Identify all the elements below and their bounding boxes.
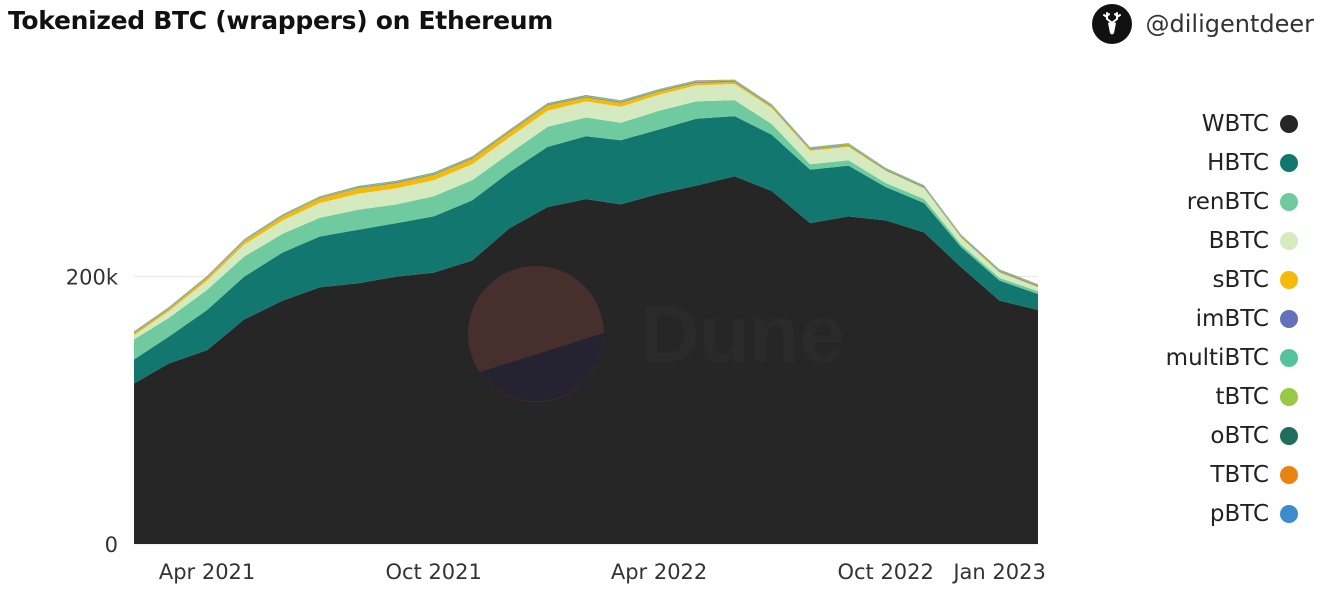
legend-swatch	[1280, 153, 1298, 172]
legend-label: imBTC	[1195, 306, 1269, 333]
chart-title: Tokenized BTC (wrappers) on Ethereum	[8, 6, 554, 35]
watermark-logo-slice	[480, 333, 605, 402]
legend-item-sbtc[interactable]: sBTC	[1166, 260, 1298, 299]
legend-swatch	[1280, 192, 1298, 211]
legend-swatch	[1280, 505, 1298, 524]
legend-label: tBTC	[1215, 384, 1269, 411]
area-hbtc[interactable]	[134, 116, 1038, 384]
y-tick-label: 200k	[66, 266, 119, 290]
legend-item-imbtc[interactable]: imBTC	[1166, 299, 1298, 338]
legend-label: WBTC	[1201, 110, 1269, 137]
x-tick-label: Apr 2021	[159, 560, 255, 584]
legend-swatch	[1280, 388, 1298, 407]
legend-label: sBTC	[1212, 266, 1269, 293]
legend-item-obtc[interactable]: oBTC	[1166, 417, 1298, 456]
author-block[interactable]: @diligentdeer	[1091, 4, 1315, 44]
legend-label: BBTC	[1208, 227, 1269, 254]
x-tick-label: Apr 2022	[611, 560, 707, 584]
legend-swatch	[1280, 310, 1298, 329]
area-renbtc[interactable]	[134, 100, 1038, 360]
watermark-text: Dune	[640, 289, 845, 380]
legend-label: oBTC	[1210, 423, 1269, 450]
x-tick-label: Jan 2023	[951, 560, 1046, 584]
legend-item-tbtc[interactable]: TBTC	[1166, 456, 1298, 495]
legend-swatch	[1280, 427, 1298, 446]
legend-label: pBTC	[1209, 501, 1269, 528]
legend-label: HBTC	[1207, 149, 1269, 176]
y-axis-ticks: 0 200k	[66, 266, 119, 557]
dune-watermark: Dune	[468, 266, 845, 402]
x-tick-label: Oct 2021	[385, 560, 481, 584]
legend-item-tbtc[interactable]: tBTC	[1166, 378, 1298, 417]
legend-item-wbtc[interactable]: WBTC	[1166, 104, 1298, 143]
legend-label: TBTC	[1210, 462, 1269, 489]
legend-item-pbtc[interactable]: pBTC	[1166, 495, 1298, 534]
deer-icon	[1091, 4, 1132, 44]
legend-swatch	[1280, 349, 1298, 368]
legend-label: renBTC	[1186, 188, 1269, 215]
legend-swatch	[1280, 114, 1298, 133]
legend-label: multiBTC	[1165, 345, 1269, 372]
legend-swatch	[1280, 466, 1298, 485]
legend-item-multibtc[interactable]: multiBTC	[1166, 339, 1298, 378]
legend: WBTC HBTC renBTC BBTC sBTC imBTC multiBTC tBTC o…	[1166, 104, 1298, 534]
y-tick-label: 0	[105, 533, 118, 557]
x-axis-ticks: Apr 2021 Oct 2021 Apr 2022 Oct 2022 Jan 2023	[159, 560, 1046, 584]
legend-item-bbtc[interactable]: BBTC	[1166, 221, 1298, 260]
legend-item-renbtc[interactable]: renBTC	[1166, 182, 1298, 221]
legend-item-hbtc[interactable]: HBTC	[1166, 143, 1298, 182]
legend-swatch	[1280, 270, 1298, 289]
legend-swatch	[1280, 231, 1298, 250]
x-tick-label: Oct 2022	[837, 560, 933, 584]
area-bbtc[interactable]	[134, 84, 1038, 340]
author-handle[interactable]: @diligentdeer	[1145, 10, 1315, 38]
